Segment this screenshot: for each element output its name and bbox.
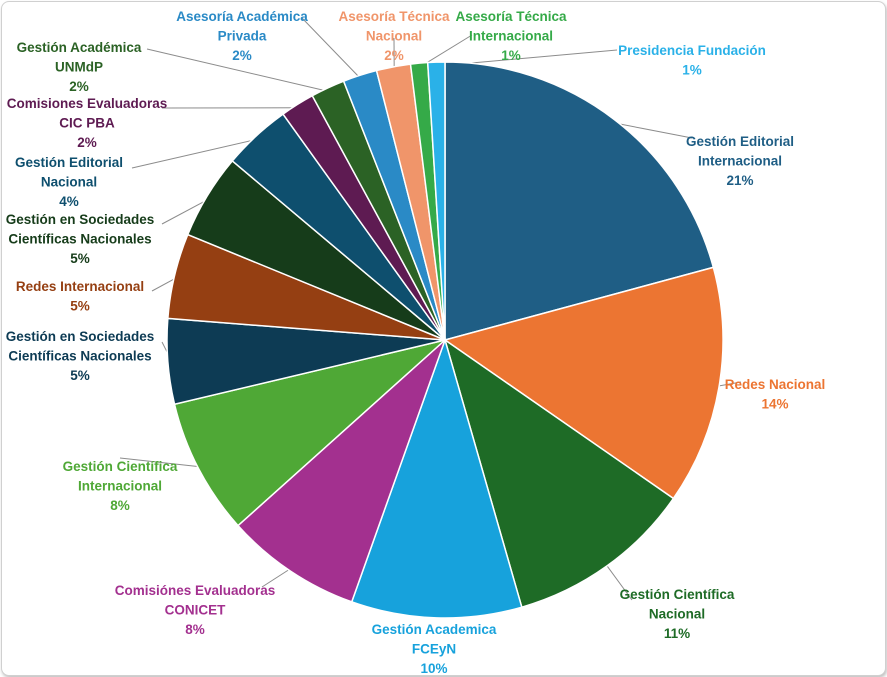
slice-percent: 5% xyxy=(70,251,90,266)
slice-percent: 1% xyxy=(682,63,702,78)
slice-label-1: Gestión Editorial Internacional 21% xyxy=(686,134,794,188)
slice-name-line: FCEyN xyxy=(412,642,456,657)
pie-slice-4 xyxy=(350,337,523,619)
slice-name-line: Gestión Científica xyxy=(63,459,178,474)
slice-label-7: Gestión en Sociedades Científicas Naciona… xyxy=(6,329,155,383)
slice-name-line: Gestión Editorial xyxy=(15,155,123,170)
slice-percent: 2% xyxy=(77,135,97,150)
slice-name-line: Científicas Nacionales xyxy=(8,349,151,364)
slice-percent: 11% xyxy=(664,626,690,641)
slice-name-line: CONICET xyxy=(165,603,227,618)
pie-slices xyxy=(166,61,724,619)
leader-line-1 xyxy=(611,121,693,139)
slice-name-line: Gestión Academica xyxy=(372,622,497,637)
slice-name-line: Comisiónes Evaluadoras xyxy=(115,583,276,598)
slice-name-line: Gestión Científica xyxy=(620,587,735,602)
slice-label-2: Redes Nacional 14% xyxy=(725,377,826,412)
slice-name-line: Asesoría Académica xyxy=(176,9,308,24)
slice-label-9: Gestión en Sociedades Científicas Naciona… xyxy=(6,212,155,266)
slice-name-line: Científicas Nacionales xyxy=(8,232,151,247)
slice-label-10: Gestión Editorial Nacional 4% xyxy=(15,155,123,209)
slice-percent: 2% xyxy=(232,48,252,63)
slice-name-line: Gestión en Sociedades xyxy=(6,329,155,344)
slice-percent: 2% xyxy=(69,79,89,94)
slice-label-13: Asesoría Académica Privada 2% xyxy=(176,9,308,63)
slice-name-line: Gestión en Sociedades xyxy=(6,212,155,227)
slice-name-line: Gestión Editorial xyxy=(686,134,794,149)
slice-name-line: Privada xyxy=(218,29,267,44)
leader-lines xyxy=(119,17,742,615)
leader-line-3 xyxy=(604,562,633,601)
slice-name-line: Nacional xyxy=(366,29,422,44)
pie-slice-6 xyxy=(173,339,446,527)
slice-name-line: Presidencia Fundación xyxy=(618,43,766,58)
slice-name-line: Internacional xyxy=(469,29,553,44)
slice-percent: 2% xyxy=(384,48,404,63)
slice-label-3: Gestión Científica Nacional 11% xyxy=(620,587,735,641)
slice-name-line: Redes Nacional xyxy=(725,377,826,392)
slice-name-line: Redes Internacional xyxy=(16,279,144,294)
slice-name-line: CIC PBA xyxy=(59,116,115,131)
slice-percent: 8% xyxy=(185,622,205,637)
pie-slice-16 xyxy=(426,61,446,341)
slice-label-4: Gestión Academica FCEyN 10% xyxy=(372,622,497,676)
slice-name-line: Internacional xyxy=(698,154,782,169)
slice-percent: 10% xyxy=(420,661,447,676)
leader-line-6 xyxy=(119,457,203,468)
slice-percent: 21% xyxy=(726,173,753,188)
slice-name-line: Nacional xyxy=(41,175,97,190)
slice-name-line: Internacional xyxy=(78,479,162,494)
slice-percent: 8% xyxy=(110,498,130,513)
slice-label-16: Presidencia Fundación 1% xyxy=(618,43,766,78)
slice-label-8: Redes Internacional 5% xyxy=(16,279,144,314)
slice-label-15: Asesoría Técnica Internacional 1% xyxy=(455,9,567,63)
leader-line-13 xyxy=(301,17,362,80)
slice-label-6: Gestión Científica Internacional 8% xyxy=(63,459,178,513)
leader-line-12 xyxy=(146,48,330,93)
slice-name-line: Nacional xyxy=(649,607,705,622)
slice-name-line: Gestión Académica xyxy=(17,40,142,55)
leader-line-10 xyxy=(131,138,260,169)
slice-name-line: Asesoría Técnica xyxy=(455,9,567,24)
slice-label-5: Comisiónes Evaluadoras CONICET 8% xyxy=(115,583,276,637)
pie-slice-3 xyxy=(443,338,675,609)
slice-percent: 5% xyxy=(70,299,90,314)
pie-slice-5 xyxy=(236,339,446,603)
slice-label-14: Asesoría Técnica Nacional 2% xyxy=(338,9,450,63)
slice-name-line: Comisiones Evaluadoras xyxy=(7,96,168,111)
pie-slice-2 xyxy=(443,266,724,500)
slice-name-line: UNMdP xyxy=(55,60,103,75)
slice-percent: 4% xyxy=(59,194,79,209)
slice-label-12: Gestión Académica UNMdP 2% xyxy=(17,40,142,94)
slice-labels: Gestión Editorial Internacional 21% Redes N… xyxy=(6,9,826,676)
leader-line-9 xyxy=(161,197,211,225)
pie-slice-1 xyxy=(444,61,715,341)
slice-label-11: Comisiones Evaluadoras CIC PBA 2% xyxy=(7,96,168,150)
slice-percent: 5% xyxy=(70,368,90,383)
slice-name-line: Asesoría Técnica xyxy=(338,9,450,24)
slice-percent: 14% xyxy=(761,397,788,412)
slice-percent: 1% xyxy=(501,48,521,63)
leader-line-5 xyxy=(261,567,293,588)
